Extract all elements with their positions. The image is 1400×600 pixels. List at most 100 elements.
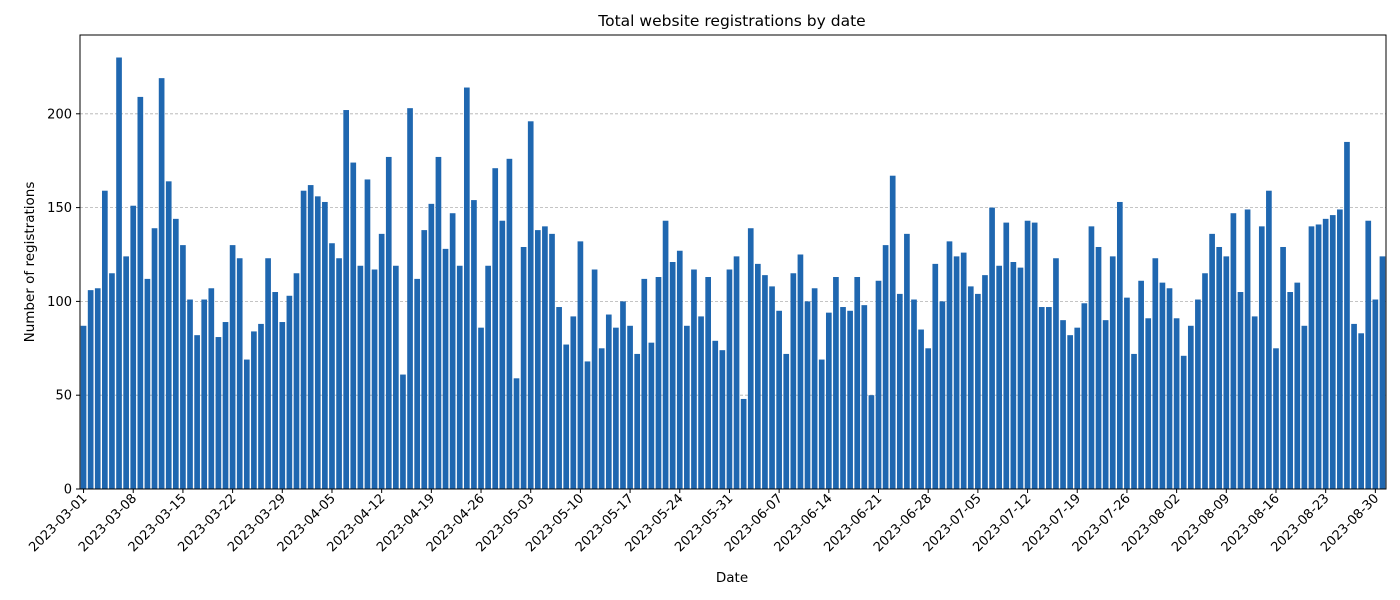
bar: [414, 278, 420, 489]
bar: [811, 288, 818, 489]
bar: [1344, 141, 1350, 489]
bar: [442, 248, 449, 489]
bar: [790, 273, 797, 489]
bar: [187, 299, 193, 489]
bar: [1074, 327, 1081, 489]
bar: [393, 265, 399, 489]
bar: [982, 275, 988, 489]
bar: [1379, 256, 1386, 489]
bar: [222, 322, 229, 489]
bar: [712, 340, 719, 489]
bar: [236, 258, 243, 489]
bar: [747, 228, 754, 490]
bar: [371, 269, 378, 489]
bar: [740, 398, 747, 489]
bar: [769, 286, 775, 489]
bar: [201, 299, 208, 489]
bar: [847, 310, 853, 489]
y-tick-label: 50: [55, 389, 72, 404]
bar: [726, 269, 733, 489]
bar: [1294, 282, 1301, 489]
bar: [1010, 262, 1017, 489]
bar: [1266, 190, 1272, 489]
bar: [492, 168, 499, 489]
bar: [627, 325, 633, 489]
bar: [896, 293, 903, 489]
bar: [1003, 222, 1010, 489]
bar: [1145, 318, 1152, 489]
bar: [116, 57, 122, 490]
bars: [80, 57, 1386, 490]
bar: [1280, 246, 1286, 489]
bar: [975, 293, 981, 489]
bar: [904, 233, 910, 489]
bar: [1088, 226, 1095, 489]
bar: [1024, 220, 1031, 489]
bar: [400, 374, 406, 489]
bar: [577, 241, 584, 489]
bar: [1237, 292, 1244, 489]
bar: [1209, 233, 1215, 489]
bar: [932, 263, 939, 489]
bar: [939, 301, 946, 489]
bar: [918, 329, 924, 489]
bar: [1173, 318, 1180, 489]
bar: [755, 263, 761, 489]
bar: [194, 335, 200, 489]
bar: [94, 288, 101, 489]
bar: [300, 190, 307, 489]
bar: [669, 262, 676, 489]
bar: [598, 348, 605, 489]
bar: [1131, 353, 1137, 489]
bar: [655, 277, 662, 489]
bar: [251, 331, 257, 489]
bar: [513, 378, 520, 489]
bar: [1067, 335, 1073, 489]
y-tick-label: 0: [64, 483, 72, 498]
bar: [229, 245, 236, 489]
bar: [1038, 307, 1045, 489]
bar: [570, 316, 577, 489]
bar: [1337, 209, 1343, 489]
bar: [215, 337, 222, 489]
bar: [733, 256, 740, 489]
bar: [1124, 297, 1130, 489]
bar: [407, 108, 413, 490]
bar: [953, 256, 960, 489]
bar: [825, 312, 832, 489]
bar: [165, 181, 172, 490]
bar: [385, 156, 392, 490]
y-axis-label: Number of registrations: [22, 182, 38, 343]
bar: [1138, 280, 1144, 489]
bar: [258, 323, 264, 489]
bar: [286, 295, 293, 489]
bar: [889, 175, 896, 489]
bar: [996, 265, 1003, 489]
bar: [520, 246, 527, 489]
bar: [1102, 320, 1109, 489]
bar: [882, 245, 889, 489]
bar: [343, 110, 350, 489]
bar: [1081, 303, 1088, 489]
bar: [1273, 348, 1279, 489]
bar: [1301, 325, 1308, 489]
bar: [208, 288, 215, 489]
bar: [1031, 222, 1038, 489]
bar: [1287, 292, 1294, 489]
y-tick-label: 100: [47, 295, 72, 310]
bar: [1329, 215, 1336, 489]
bar: [364, 179, 371, 490]
bar: [130, 205, 137, 490]
bar: [854, 277, 861, 489]
bar: [1116, 201, 1123, 489]
bar: [797, 254, 804, 489]
bar: [1060, 320, 1066, 489]
bar: [1152, 258, 1159, 489]
bar: [705, 277, 711, 489]
bar: [123, 256, 129, 489]
bar: [719, 350, 726, 489]
bar: [925, 348, 932, 489]
bar: [698, 316, 704, 489]
bar: [804, 301, 811, 489]
